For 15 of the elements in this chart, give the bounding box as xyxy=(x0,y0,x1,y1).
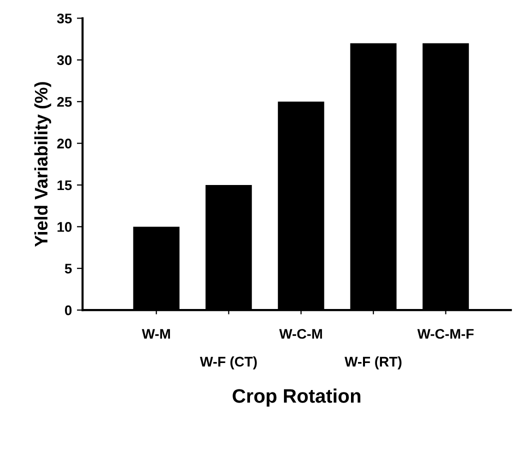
y-tick-label: 0 xyxy=(64,305,72,316)
y-tick-label: 35 xyxy=(57,14,72,24)
x-tick-label: W-F (RT) xyxy=(344,356,402,370)
y-tick-label: 30 xyxy=(57,55,72,66)
x-tick-label: W-C-M xyxy=(279,328,322,339)
x-tick-label: W-F (CT) xyxy=(200,356,257,370)
y-tick-label: 10 xyxy=(58,222,72,232)
x-axis-title: Crop Rotation xyxy=(232,388,360,407)
y-tick-label: 20 xyxy=(57,138,72,148)
y-axis-title: Yield Variability (%) xyxy=(34,82,52,247)
y-tick-label: 15 xyxy=(58,180,72,190)
x-tick-label: W-M xyxy=(142,329,170,339)
x-tick-label: W-C-M-F xyxy=(417,328,474,339)
y-tick-label: 25 xyxy=(57,96,72,107)
y-tick-label: 5 xyxy=(64,264,72,274)
